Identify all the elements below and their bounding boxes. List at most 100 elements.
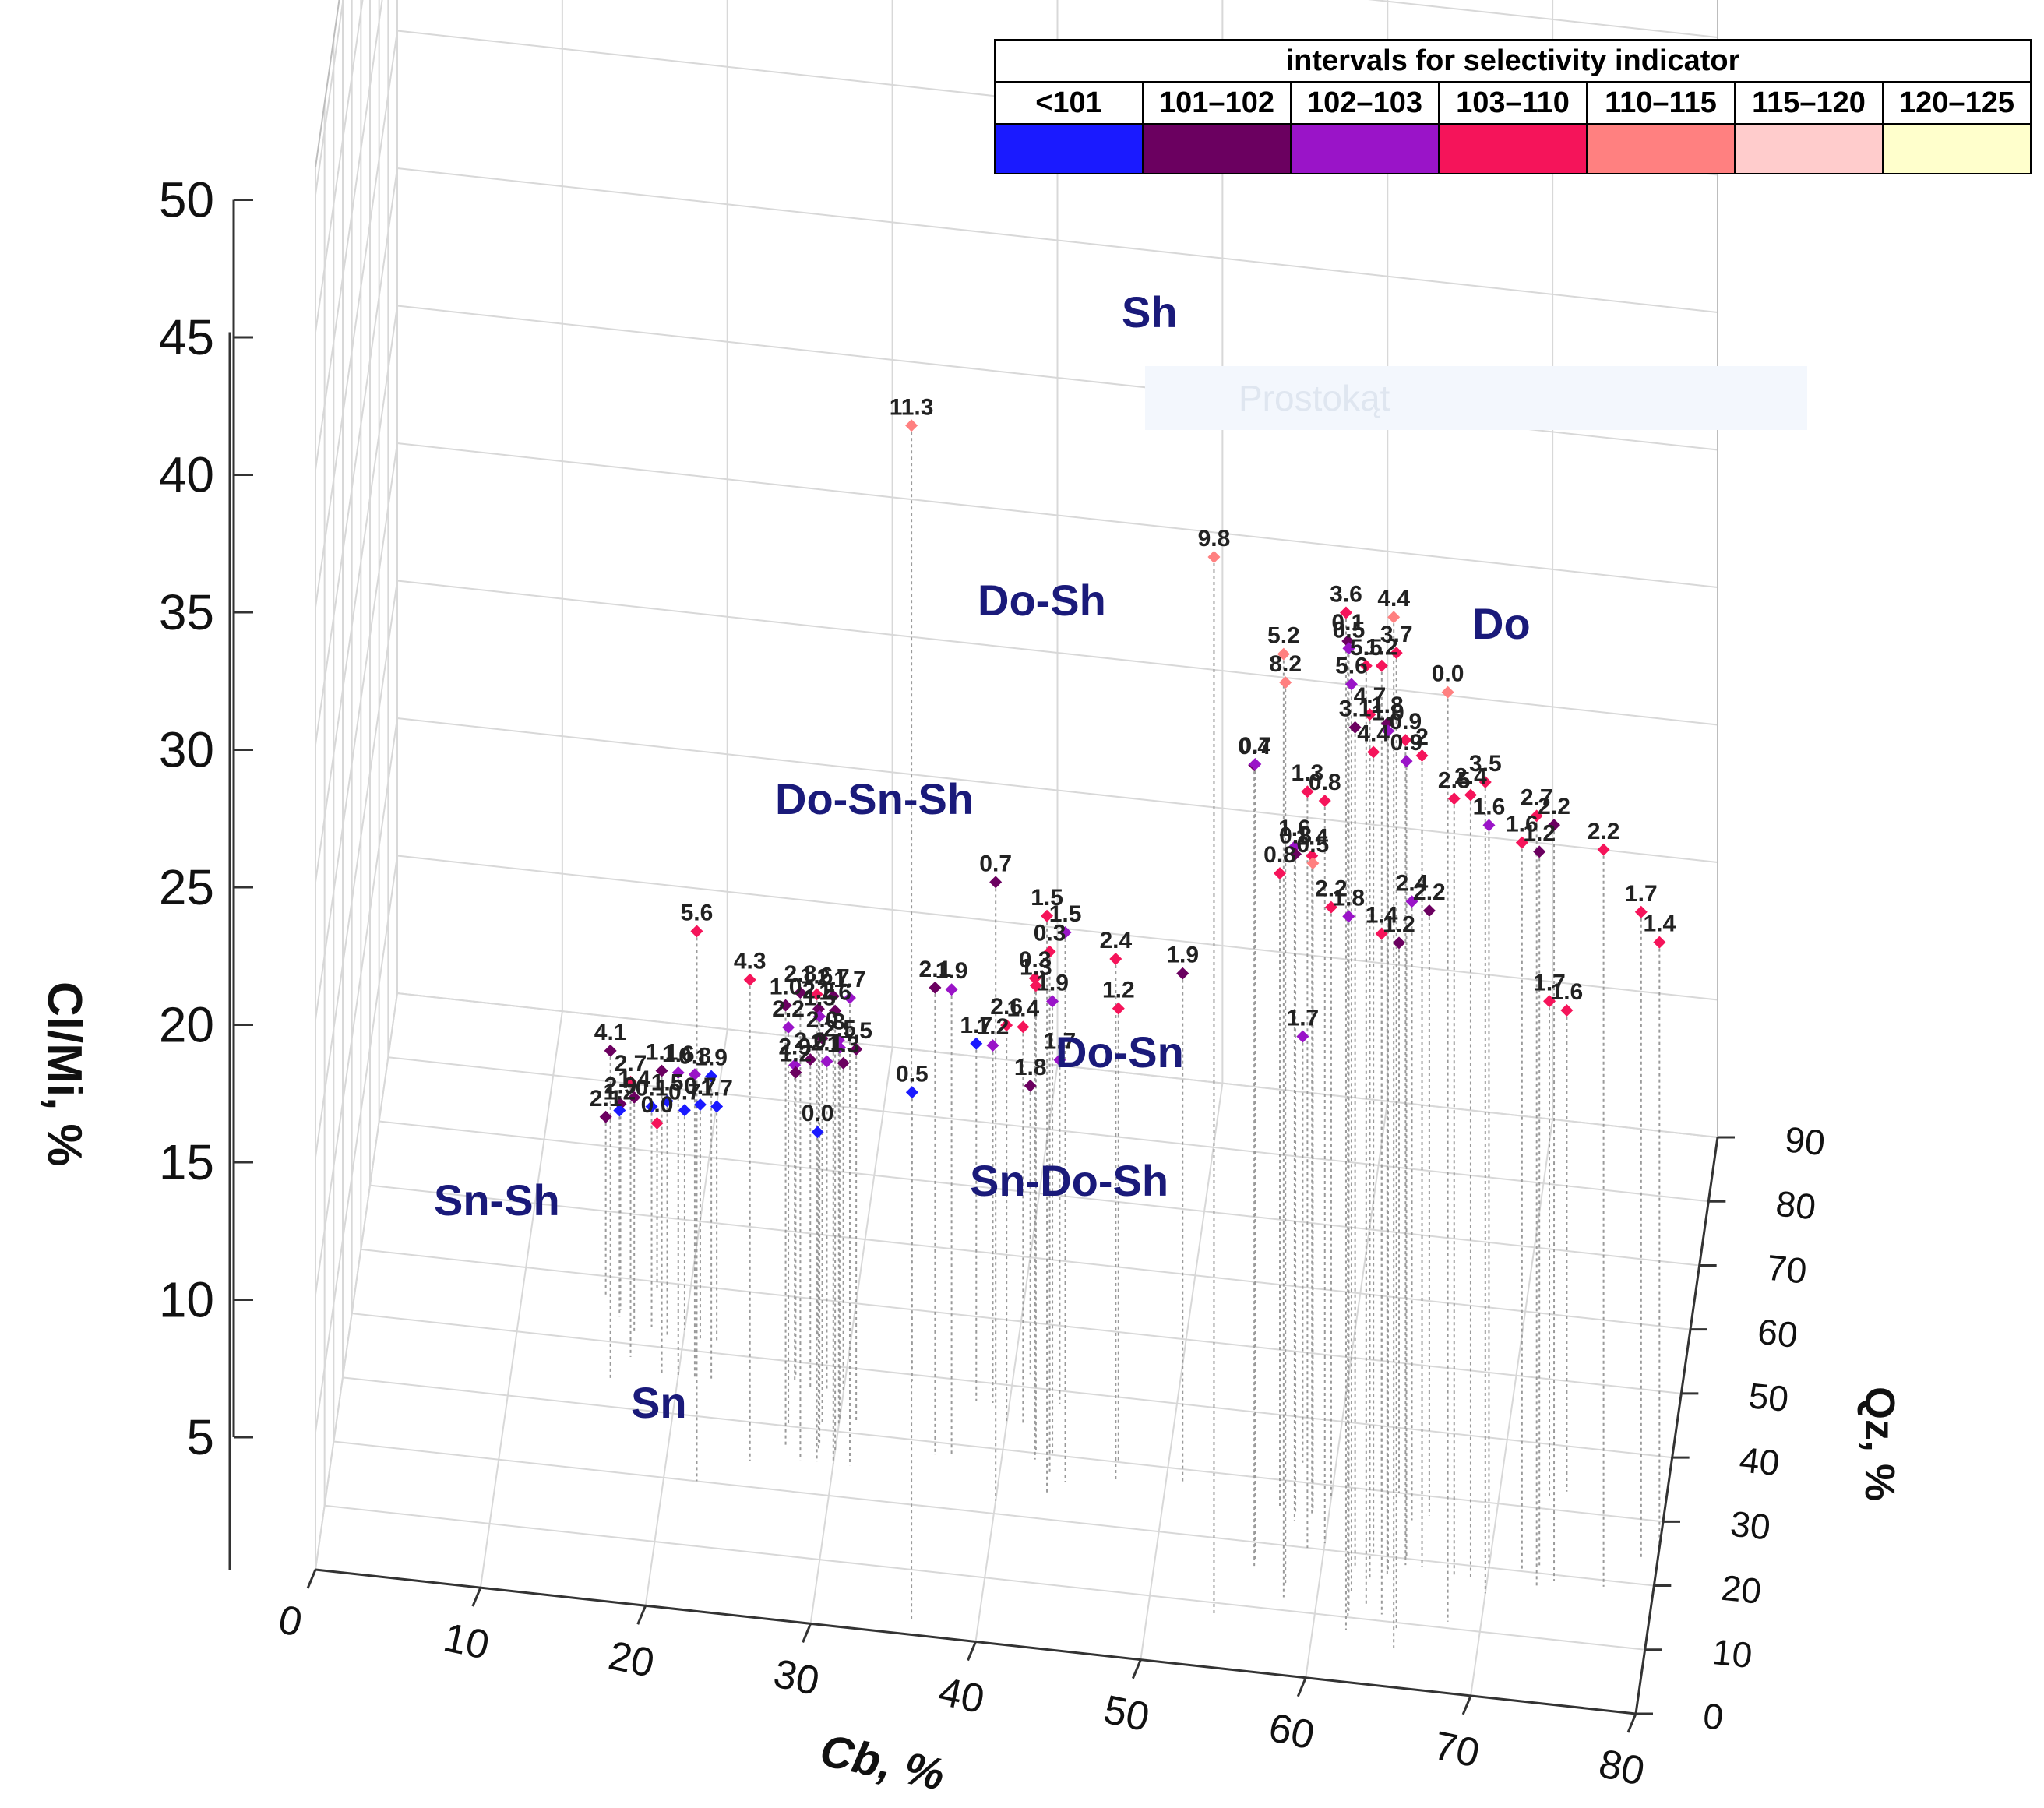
grid-line	[396, 855, 1718, 1001]
z-tick-label: 30	[159, 722, 214, 778]
data-label: 1.7	[1625, 881, 1658, 907]
data-label: 4.4	[1357, 721, 1390, 746]
data-point	[624, 1075, 637, 1088]
data-label: 1.8	[1332, 885, 1365, 911]
data-point	[1399, 734, 1412, 747]
data-point	[1306, 857, 1320, 870]
data-label: 1.5	[1031, 885, 1063, 911]
data-label: 3.7	[1380, 622, 1413, 647]
data-point	[678, 1104, 691, 1117]
data-label: 5.6	[1335, 653, 1368, 678]
data-point	[810, 988, 823, 1001]
data-label: 0.5	[1297, 832, 1330, 858]
data-label: 1.6	[1473, 794, 1506, 819]
data-label: 1.5	[840, 1018, 872, 1044]
z-tick-label: 5	[186, 1409, 214, 1465]
grid-line	[396, 580, 1718, 726]
data-point	[826, 989, 840, 1003]
data-label: 3.1	[1339, 696, 1372, 722]
data-label: 2.1	[811, 1030, 844, 1056]
data-point	[1441, 685, 1454, 699]
data-label: 1.8	[1014, 1055, 1047, 1080]
data-point	[1028, 971, 1041, 985]
data-point	[710, 1100, 724, 1113]
y-tick-label: 60	[1756, 1311, 1799, 1355]
data-point	[1324, 900, 1337, 914]
data-point	[1415, 749, 1429, 763]
legend-swatches-row	[994, 123, 2032, 174]
data-point	[832, 1034, 845, 1047]
grid-line	[1470, 1119, 1554, 1697]
data-label: 2.2	[1538, 794, 1570, 819]
data-point	[1560, 1004, 1574, 1017]
grid-line	[315, 30, 398, 608]
z-tick-label: 50	[159, 172, 214, 228]
legend-title: intervals for selectivity indicator	[994, 39, 2032, 83]
region-label: Do-Sn	[1055, 1027, 1184, 1077]
data-point	[1109, 952, 1122, 965]
grid-line	[315, 0, 364, 333]
data-point	[905, 1086, 918, 1099]
data-label: 2.2	[1588, 819, 1620, 844]
data-point	[743, 973, 756, 986]
data-label: 1.0	[770, 974, 802, 1000]
data-points	[599, 419, 1666, 1139]
data-point	[1288, 840, 1301, 853]
data-point	[850, 1043, 863, 1056]
legend-swatch	[1586, 123, 1736, 174]
data-point	[1367, 745, 1380, 759]
data-label: 1.2	[1523, 820, 1556, 846]
grid-line	[315, 305, 398, 883]
data-point	[970, 1037, 983, 1050]
grid-line	[315, 717, 398, 1295]
data-label: 1.9	[695, 1045, 728, 1071]
data-label: 2.2	[772, 996, 805, 1022]
data-point	[1530, 809, 1543, 823]
data-label: 0.7	[668, 1079, 701, 1105]
data-label: 0.0	[802, 1101, 834, 1126]
grid-line	[315, 167, 398, 745]
grid-line	[1367, 0, 1718, 38]
x-tick	[1131, 1659, 1142, 1679]
grid-line	[379, 1120, 1700, 1267]
data-label: 1.6	[1506, 812, 1538, 837]
data-label: 1.5	[1049, 901, 1082, 927]
legend-interval-label: 110–115	[1586, 81, 1736, 125]
data-point	[945, 983, 958, 996]
data-label: 2.9	[778, 1034, 811, 1059]
data-point	[1653, 936, 1666, 949]
data-label: 0.5	[896, 1061, 929, 1087]
legend-swatch	[1438, 123, 1588, 174]
data-label: 1.9	[1166, 943, 1199, 968]
data-label: 1.6	[1551, 979, 1584, 1005]
data-point	[1000, 1019, 1013, 1032]
legend-interval-label: 102–103	[1290, 81, 1440, 125]
data-point	[1387, 611, 1401, 624]
point-stems	[604, 425, 1661, 1648]
data-label: 2.7	[817, 965, 850, 991]
y-tick-label: 10	[1711, 1631, 1754, 1676]
data-label: 2.9	[604, 1073, 637, 1098]
y-tick-label: 40	[1738, 1439, 1781, 1483]
region-label: Do-Sh	[978, 576, 1106, 625]
data-label: 3	[832, 1009, 845, 1034]
data-point	[1341, 635, 1355, 648]
data-point	[1342, 910, 1355, 923]
data-label: 1.6	[662, 1041, 695, 1067]
data-point	[650, 1116, 664, 1130]
data-label: 1.2	[1383, 911, 1415, 937]
x-tick-label: 70	[1430, 1723, 1484, 1777]
legend-interval-label: 120–125	[1882, 81, 2032, 125]
data-point	[986, 1039, 999, 1052]
grid-line	[315, 992, 398, 1570]
data-point	[789, 1066, 802, 1079]
data-label: 1.2	[780, 1041, 812, 1067]
data-label: 1.9	[1036, 970, 1069, 996]
data-label: 0.9	[1390, 730, 1423, 756]
grid-line	[342, 1376, 1664, 1523]
data-point	[779, 999, 792, 1012]
data-point	[1634, 905, 1648, 918]
data-label: 3.6	[1330, 581, 1362, 607]
data-label: 0.7	[684, 1073, 717, 1099]
